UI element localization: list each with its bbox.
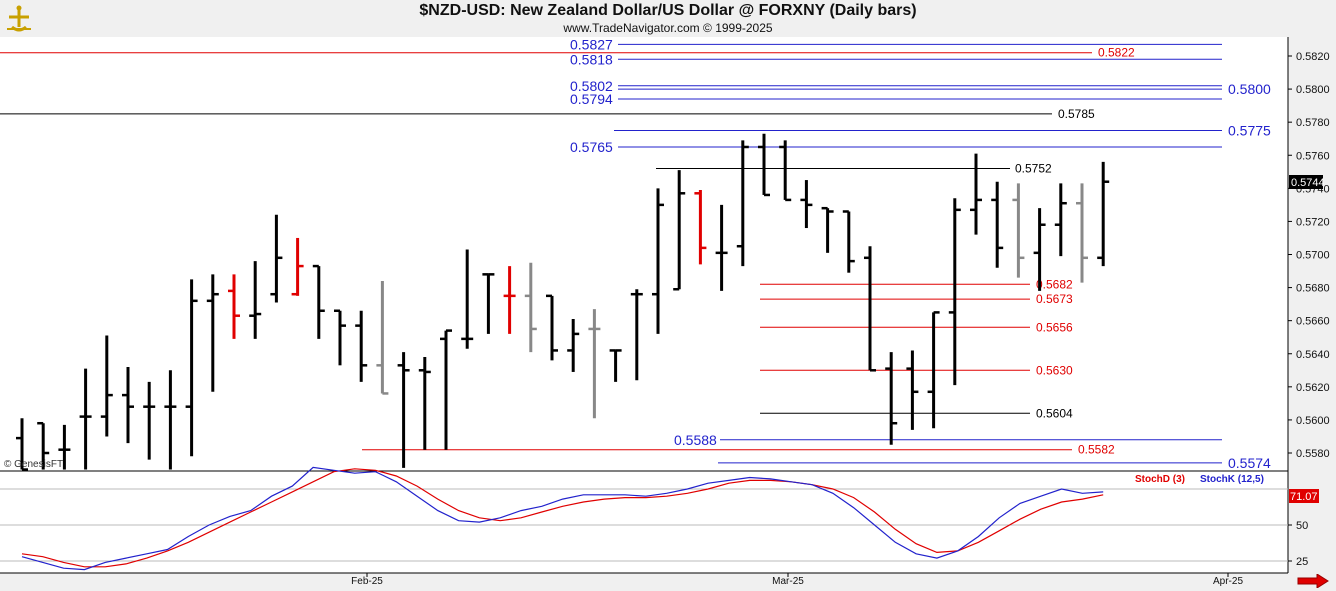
- price-tick-label: 0.5580: [1296, 448, 1330, 460]
- last-price-box: [1289, 175, 1323, 189]
- time-axis: Feb-25 Mar-25 Apr-25: [351, 573, 1243, 587]
- trade-navigator-logo-icon: [7, 5, 31, 32]
- price-tick-label: 0.5820: [1296, 51, 1330, 63]
- stoch-tick-label: 50: [1296, 520, 1308, 532]
- level-label: 0.5604: [1036, 406, 1073, 420]
- last-price-label: 0.5744: [1291, 177, 1325, 189]
- last-stoch-box: [1289, 489, 1319, 503]
- level-label: 0.5785: [1058, 107, 1095, 121]
- stoch-d-line: [21, 468, 1104, 568]
- level-label: 0.5800: [1228, 81, 1271, 97]
- price-tick-label: 0.5620: [1296, 382, 1330, 394]
- price-tick-label: 0.5760: [1296, 150, 1330, 162]
- price-panel: [0, 37, 1288, 471]
- price-bars: [16, 133, 1110, 471]
- level-label: 0.5818: [570, 51, 613, 67]
- price-tick-label: 0.5800: [1296, 84, 1330, 96]
- time-tick-label: Mar-25: [772, 576, 804, 587]
- stochastic-series: [21, 466, 1104, 571]
- price-tick-label: 0.5780: [1296, 117, 1330, 129]
- chart-subtitle: www.TradeNavigator.com © 1999-2025: [563, 21, 773, 35]
- stoch-k-legend: StochK (12,5): [1200, 474, 1264, 485]
- level-label: 0.5588: [674, 432, 717, 448]
- level-label: 0.5802: [570, 78, 613, 94]
- price-tick-label: 0.5680: [1296, 283, 1330, 295]
- level-label: 0.5794: [570, 91, 613, 107]
- time-tick-label: Feb-25: [351, 576, 383, 587]
- level-label: 0.5630: [1036, 363, 1073, 377]
- level-label: 0.5827: [570, 36, 613, 52]
- scroll-right-arrow-icon[interactable]: [1297, 574, 1329, 588]
- time-tick-label: Apr-25: [1213, 576, 1243, 587]
- stoch-panel: [0, 471, 1288, 573]
- price-tick-label: 0.5640: [1296, 349, 1330, 361]
- stoch-d-legend: StochD (3): [1135, 474, 1185, 485]
- chart-title: $NZD-USD: New Zealand Dollar/US Dollar @…: [419, 2, 917, 19]
- price-axis: 0.58200.58000.57800.57600.57400.57200.57…: [1288, 51, 1330, 460]
- level-label: 0.5574: [1228, 455, 1271, 471]
- watermark: © GenesisFT: [4, 459, 63, 470]
- level-label: 0.5682: [1036, 277, 1073, 291]
- level-label: 0.5656: [1036, 320, 1073, 334]
- stoch-k-line: [21, 466, 1104, 571]
- level-label: 0.5822: [1098, 46, 1135, 60]
- price-tick-label: 0.5600: [1296, 415, 1330, 427]
- level-label: 0.5582: [1078, 443, 1115, 457]
- support-resistance-levels: 0.5827 0.5822 0.5818 0.5802 0.5800 0.5794 0.57…: [0, 36, 1271, 471]
- level-label: 0.5752: [1015, 161, 1052, 175]
- price-tick-label: 0.5660: [1296, 316, 1330, 328]
- last-stoch-label: 71.07: [1290, 491, 1318, 503]
- price-tick-label: 0.5700: [1296, 250, 1330, 262]
- price-tick-label: 0.5720: [1296, 216, 1330, 228]
- level-label: 0.5775: [1228, 122, 1271, 138]
- stoch-tick-label: 25: [1296, 556, 1308, 568]
- level-label: 0.5673: [1036, 292, 1073, 306]
- level-label: 0.5765: [570, 139, 613, 155]
- stoch-axis: 50 25: [0, 488, 1308, 568]
